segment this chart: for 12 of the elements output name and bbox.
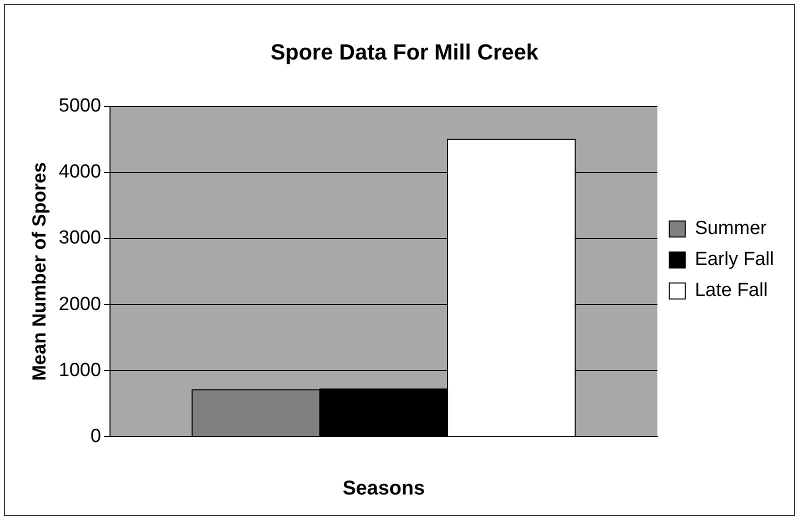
legend-label: Late Fall xyxy=(694,280,768,302)
legend-label: Summer xyxy=(694,218,768,240)
y-tick-label: 1000 xyxy=(58,360,102,381)
legend-label: Early Fall xyxy=(694,249,774,270)
y-axis-title: Mean Number of Spores xyxy=(30,162,51,381)
y-tick-label: 5000 xyxy=(58,96,102,117)
chart-title: Spore Data For Mill Creek xyxy=(270,39,540,64)
y-tick-label: 3000 xyxy=(58,228,102,249)
y-tick-label: 4000 xyxy=(58,162,102,183)
y-tick-label: 0 xyxy=(90,426,102,447)
x-axis-title: Seasons xyxy=(342,478,425,500)
y-tick-label: 2000 xyxy=(58,294,102,315)
